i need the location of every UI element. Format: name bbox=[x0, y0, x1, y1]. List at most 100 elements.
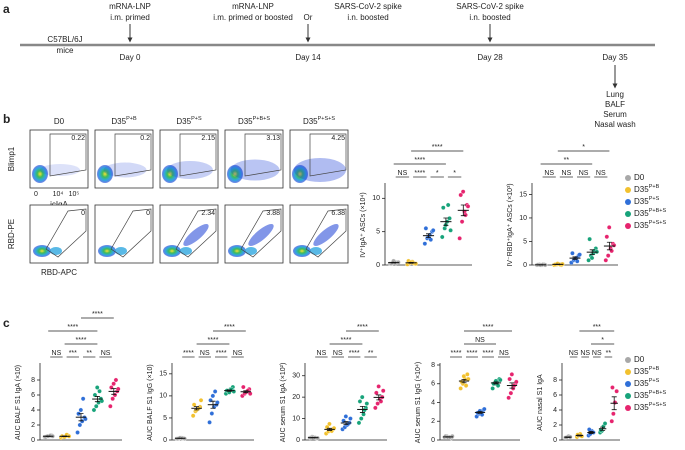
error-bar bbox=[477, 411, 483, 414]
flow-gate bbox=[175, 208, 217, 258]
flow-gate bbox=[49, 133, 87, 177]
data-point bbox=[610, 385, 615, 390]
group-label: D35P+B bbox=[111, 116, 137, 126]
error-bar bbox=[443, 217, 449, 226]
data-point bbox=[457, 236, 462, 241]
significance-label: **** bbox=[349, 350, 360, 357]
error-bar bbox=[461, 378, 467, 384]
group-label: D35P+S bbox=[634, 196, 660, 206]
y-tick-label: 2 bbox=[553, 422, 557, 429]
group-name: D35 bbox=[634, 209, 649, 218]
flow-ylabel: Blimp1 bbox=[7, 146, 16, 171]
flow-population bbox=[32, 165, 48, 183]
error-bar bbox=[509, 382, 515, 389]
error-bar bbox=[210, 400, 216, 409]
data-point bbox=[190, 413, 196, 418]
day-label: Day 35 bbox=[602, 53, 628, 62]
data-point bbox=[327, 421, 332, 427]
flow-population bbox=[50, 247, 62, 255]
y-tick-label: 5 bbox=[376, 229, 380, 236]
error-bar bbox=[426, 233, 431, 238]
error-bar bbox=[576, 434, 582, 437]
data-point bbox=[343, 414, 349, 419]
legend-swatch bbox=[625, 223, 631, 229]
group-label: D35P+S bbox=[176, 116, 202, 126]
error-bar bbox=[493, 381, 499, 385]
y-tick-label: 6 bbox=[431, 381, 435, 388]
y-tick-label: 8 bbox=[431, 362, 435, 369]
y-tick-label: 0 bbox=[296, 437, 300, 444]
error-bar bbox=[600, 426, 606, 431]
data-point bbox=[614, 388, 619, 394]
flow-gate bbox=[45, 208, 87, 258]
y-tick-label: 10 bbox=[292, 415, 300, 422]
gate-frequency: 6.38 bbox=[331, 210, 345, 217]
event-alt: Or bbox=[304, 13, 313, 22]
data-point bbox=[441, 205, 446, 210]
group-sup: P+S+S bbox=[318, 116, 336, 122]
error-bar bbox=[572, 256, 578, 260]
group-name: D35 bbox=[111, 117, 126, 126]
significance-label: ** bbox=[606, 350, 612, 357]
group-sup: P+B+S bbox=[253, 116, 271, 122]
data-point bbox=[586, 258, 591, 263]
significance-label: ** bbox=[368, 350, 374, 357]
gate-frequency: 0.22 bbox=[71, 135, 85, 142]
error-bar bbox=[391, 261, 397, 264]
legend-swatch bbox=[625, 187, 631, 193]
y-axis-label: IV⁻RBD⁺IgA⁺ ASCs (×10³) bbox=[507, 183, 514, 266]
group-label: D0 bbox=[54, 117, 65, 126]
panel-label: a bbox=[3, 2, 10, 16]
data-point bbox=[94, 403, 99, 409]
gate-frequency: 3.88 bbox=[266, 210, 280, 217]
flow-scatter bbox=[103, 162, 147, 178]
gate-frequency: 3.13 bbox=[266, 135, 280, 142]
y-tick-label: 6 bbox=[553, 392, 557, 399]
y-axis-label: AUC BALF S1 IgA (×10) bbox=[15, 365, 22, 440]
data-point bbox=[587, 427, 592, 432]
event-note: i.m. primed or boosted bbox=[213, 13, 293, 22]
y-axis-label: AUC serum S1 IgG (×10⁴) bbox=[415, 362, 422, 443]
flow-gate bbox=[309, 133, 347, 177]
y-tick-label: 2 bbox=[31, 422, 35, 429]
significance-label: **** bbox=[67, 324, 78, 331]
data-point bbox=[413, 261, 419, 266]
data-point bbox=[359, 394, 365, 400]
data-point bbox=[357, 399, 363, 404]
data-point bbox=[91, 407, 97, 413]
event-note: SARS-CoV-2 spike bbox=[456, 2, 524, 11]
legend-swatch bbox=[625, 175, 631, 181]
error-bar bbox=[606, 241, 612, 251]
mice-label: mice bbox=[57, 46, 74, 55]
data-point bbox=[606, 225, 612, 230]
flow-scatter bbox=[167, 161, 213, 179]
data-point bbox=[461, 373, 467, 379]
error-bar bbox=[376, 394, 382, 401]
data-point bbox=[231, 389, 237, 394]
data-point bbox=[514, 379, 519, 385]
error-bar bbox=[327, 427, 333, 431]
y-tick-label: 4 bbox=[553, 407, 557, 414]
significance-label: **** bbox=[483, 350, 494, 357]
y-tick-label: 5 bbox=[523, 238, 527, 245]
gate-frequency: 2.15 bbox=[201, 135, 215, 142]
error-bar bbox=[94, 396, 100, 403]
significance-label: **** bbox=[414, 157, 425, 164]
y-tick-label: 2 bbox=[431, 418, 435, 425]
significance-label: NS bbox=[499, 350, 509, 357]
significance-label: **** bbox=[92, 311, 103, 318]
flow-xtick: 10⁵ bbox=[69, 191, 80, 198]
group-name: D35 bbox=[634, 221, 649, 230]
y-tick-label: 0 bbox=[31, 437, 35, 444]
data-point bbox=[459, 219, 465, 224]
significance-label: NS bbox=[317, 350, 327, 357]
data-point bbox=[359, 416, 364, 421]
y-tick-label: 6 bbox=[31, 392, 35, 399]
flow-population bbox=[310, 247, 322, 255]
significance-label: NS bbox=[233, 350, 243, 357]
sample-label: Lung bbox=[606, 90, 624, 99]
significance-label: **** bbox=[208, 337, 219, 344]
flow-gate bbox=[244, 133, 282, 177]
data-point bbox=[376, 384, 381, 389]
data-point bbox=[463, 383, 469, 388]
